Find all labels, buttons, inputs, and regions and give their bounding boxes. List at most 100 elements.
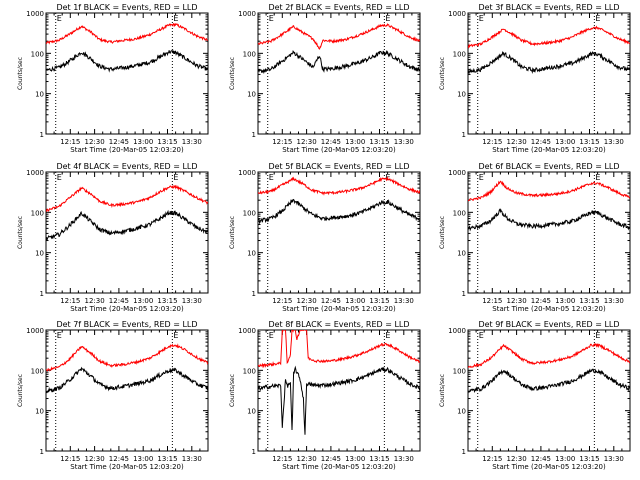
chart-title: Det 1f BLACK = Events, RED = LLD bbox=[56, 3, 197, 12]
y-axis-label: Counts/sec bbox=[17, 216, 24, 249]
x-tick-label: 13:15 bbox=[579, 297, 599, 305]
x-tick-label: 12:30 bbox=[507, 297, 527, 305]
x-tick-label: 12:15 bbox=[482, 297, 502, 305]
x-tick-label: 13:30 bbox=[182, 297, 202, 305]
y-tick-label: 1000 bbox=[238, 10, 256, 18]
x-tick-label: 13:00 bbox=[133, 455, 153, 463]
y-tick-label: 10 bbox=[457, 91, 466, 99]
y-tick-label: 1000 bbox=[238, 169, 256, 177]
series-lld-line bbox=[468, 25, 630, 49]
x-tick-label: 13:00 bbox=[555, 297, 575, 305]
event-marker: E bbox=[173, 331, 178, 340]
x-axis-label: Start Time (20-Mar-05 12:03:20) bbox=[492, 463, 606, 471]
x-axis-label: Start Time (20-Mar-05 12:03:20) bbox=[282, 463, 396, 471]
chart-title: Det 9f BLACK = Events, RED = LLD bbox=[478, 320, 619, 329]
panel-3: Det 3f BLACK = Events, RED = LLD 1 10 100 10… bbox=[439, 3, 631, 154]
x-tick-label: 13:30 bbox=[604, 138, 624, 146]
chart-title: Det 6f BLACK = Events, RED = LLD bbox=[478, 162, 619, 171]
x-tick-label: 13:30 bbox=[394, 138, 414, 146]
panel-7: Det 7f BLACK = Events, RED = LLD 1 10 100 10… bbox=[17, 320, 209, 471]
x-tick-label: 12:45 bbox=[109, 455, 129, 463]
x-axis-label: Start Time (20-Mar-05 12:03:20) bbox=[70, 463, 184, 471]
y-tick-label: 10 bbox=[35, 91, 44, 99]
y-tick-label: 100 bbox=[453, 209, 466, 217]
x-tick-label: 12:15 bbox=[272, 297, 292, 305]
y-tick-label: 1 bbox=[40, 290, 44, 298]
x-tick-label: 12:15 bbox=[60, 138, 80, 146]
series-events-line bbox=[258, 198, 420, 225]
series-lld-line bbox=[258, 330, 420, 369]
x-tick-label: 13:00 bbox=[345, 138, 365, 146]
x-tick-label: 13:15 bbox=[579, 455, 599, 463]
series-lld-line bbox=[258, 23, 420, 50]
series-events-line bbox=[46, 49, 208, 73]
x-axis-label: Start Time (20-Mar-05 12:03:20) bbox=[492, 305, 606, 313]
x-tick-label: 12:15 bbox=[60, 297, 80, 305]
event-marker: E bbox=[479, 14, 484, 23]
x-tick-label: 13:00 bbox=[345, 455, 365, 463]
plot-frame bbox=[257, 171, 421, 294]
y-tick-label: 1000 bbox=[238, 327, 256, 335]
event-marker: E bbox=[269, 14, 274, 23]
chart-title: Det 7f BLACK = Events, RED = LLD bbox=[56, 320, 197, 329]
event-marker: E bbox=[57, 173, 62, 182]
y-tick-label: 10 bbox=[247, 408, 256, 416]
y-tick-label: 10 bbox=[247, 250, 256, 258]
x-tick-label: 12:45 bbox=[321, 455, 341, 463]
panel-5: Det 5f BLACK = Events, RED = LLD 1 10 100 10… bbox=[229, 162, 421, 313]
x-tick-label: 12:45 bbox=[109, 138, 129, 146]
x-tick-label: 13:15 bbox=[369, 138, 389, 146]
y-tick-label: 100 bbox=[453, 50, 466, 58]
x-tick-label: 12:45 bbox=[531, 455, 551, 463]
x-tick-label: 12:15 bbox=[60, 455, 80, 463]
event-marker: E bbox=[595, 331, 600, 340]
plot-frame bbox=[467, 329, 631, 452]
x-tick-label: 13:00 bbox=[133, 297, 153, 305]
x-axis-label: Start Time (20-Mar-05 12:03:20) bbox=[282, 146, 396, 154]
y-tick-label: 1 bbox=[462, 290, 466, 298]
x-tick-label: 13:30 bbox=[394, 297, 414, 305]
y-tick-label: 10 bbox=[35, 250, 44, 258]
series-lld-line bbox=[258, 176, 420, 196]
event-marker: E bbox=[269, 331, 274, 340]
x-tick-label: 12:30 bbox=[85, 455, 105, 463]
x-tick-label: 13:15 bbox=[369, 297, 389, 305]
x-tick-label: 13:30 bbox=[604, 455, 624, 463]
chart-title: Det 4f BLACK = Events, RED = LLD bbox=[56, 162, 197, 171]
x-tick-label: 12:30 bbox=[297, 138, 317, 146]
plot-frame bbox=[45, 12, 209, 135]
chart-title: Det 5f BLACK = Events, RED = LLD bbox=[268, 162, 409, 171]
y-tick-label: 100 bbox=[243, 367, 256, 375]
x-tick-label: 12:45 bbox=[531, 297, 551, 305]
y-tick-label: 100 bbox=[31, 209, 44, 217]
x-tick-label: 12:30 bbox=[507, 138, 527, 146]
x-tick-label: 13:15 bbox=[157, 138, 177, 146]
panel-9: Det 9f BLACK = Events, RED = LLD 1 10 100 10… bbox=[439, 320, 631, 471]
chart-title: Det 3f BLACK = Events, RED = LLD bbox=[478, 3, 619, 12]
y-tick-label: 10 bbox=[247, 91, 256, 99]
x-tick-label: 13:15 bbox=[157, 455, 177, 463]
y-tick-label: 1 bbox=[462, 131, 466, 139]
x-tick-label: 13:15 bbox=[369, 455, 389, 463]
x-tick-label: 12:15 bbox=[482, 455, 502, 463]
y-tick-label: 1 bbox=[252, 131, 256, 139]
y-tick-label: 1 bbox=[252, 448, 256, 456]
series-lld-line bbox=[468, 343, 630, 368]
series-lld-line bbox=[468, 180, 630, 202]
y-tick-label: 1000 bbox=[26, 327, 44, 335]
event-marker: E bbox=[479, 173, 484, 182]
x-tick-label: 12:45 bbox=[321, 297, 341, 305]
series-events-line bbox=[46, 209, 208, 241]
panel-4: Det 4f BLACK = Events, RED = LLD 1 10 100 10… bbox=[17, 162, 209, 313]
x-tick-label: 13:00 bbox=[555, 138, 575, 146]
y-tick-label: 1000 bbox=[26, 10, 44, 18]
x-tick-label: 13:00 bbox=[345, 297, 365, 305]
y-tick-label: 1 bbox=[462, 448, 466, 456]
x-tick-label: 12:45 bbox=[321, 138, 341, 146]
x-axis-label: Start Time (20-Mar-05 12:03:20) bbox=[492, 146, 606, 154]
chart-title: Det 2f BLACK = Events, RED = LLD bbox=[268, 3, 409, 12]
y-tick-label: 100 bbox=[243, 209, 256, 217]
x-tick-label: 12:30 bbox=[85, 138, 105, 146]
series-events-line bbox=[258, 49, 420, 75]
x-tick-label: 13:30 bbox=[182, 455, 202, 463]
